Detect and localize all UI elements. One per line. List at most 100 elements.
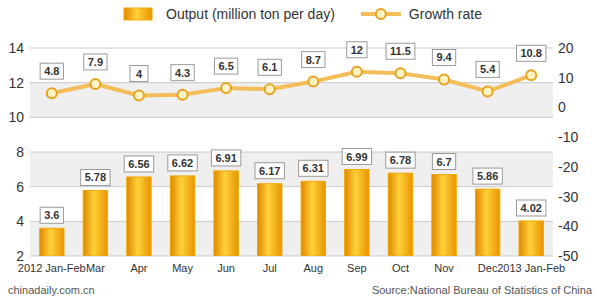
bar	[388, 173, 412, 256]
grid	[30, 48, 553, 256]
x-tick-label: Jun	[217, 262, 235, 274]
data-label-box	[386, 152, 415, 168]
line-marker	[47, 88, 57, 98]
bar	[170, 176, 194, 256]
data-label-text: 7.9	[88, 56, 103, 68]
line-marker	[265, 84, 275, 94]
data-label: 12	[347, 42, 367, 58]
data-label-text: 5.4	[480, 63, 496, 75]
data-label: 6.56	[124, 156, 153, 172]
data-label: 6.62	[168, 155, 197, 171]
data-label: 8.7	[302, 52, 325, 68]
data-label-text: 6.99	[346, 151, 367, 163]
data-label: 4.02	[516, 200, 545, 216]
grid-line	[30, 221, 553, 222]
data-label-box	[432, 49, 455, 65]
y2-tick-label: -20	[558, 159, 578, 175]
line-marker	[178, 90, 188, 100]
x-tick-label: 2013 Jan-Feb	[497, 262, 565, 274]
chart-container: 2468101214-50-40-30-20-10010202012 Jan-F…	[0, 0, 600, 300]
data-label: 5.86	[473, 168, 502, 184]
data-label: 11.5	[386, 43, 415, 59]
data-label-text: 5.86	[477, 170, 498, 182]
data-label-text: 3.6	[44, 209, 59, 221]
legend-symbol	[124, 8, 152, 20]
data-label-box	[211, 150, 240, 166]
line-marker	[526, 70, 536, 80]
legend-item: Growth rate	[361, 6, 482, 22]
data-label-box	[84, 54, 107, 70]
data-label: 6.1	[258, 59, 281, 75]
data-label: 4.3	[171, 65, 194, 81]
data-label-box	[302, 52, 325, 68]
y2-tick-label: -10	[558, 129, 578, 145]
chart: 2468101214-50-40-30-20-10010202012 Jan-F…	[0, 0, 600, 300]
line-marker	[395, 68, 405, 78]
data-label: 9.4	[432, 49, 455, 65]
line-marker	[439, 74, 449, 84]
data-label-box	[81, 169, 110, 185]
data-label: 7.9	[84, 54, 107, 70]
data-label-box	[432, 154, 455, 170]
line-marker	[352, 67, 362, 77]
grid-band	[30, 152, 553, 187]
y2-tick-label: -30	[558, 189, 578, 205]
grid-line	[30, 82, 553, 83]
data-label: 5.4	[476, 61, 499, 77]
data-label-box	[473, 168, 502, 184]
x-tick-label: May	[172, 262, 193, 274]
data-label-box	[299, 160, 328, 176]
bar	[519, 221, 543, 256]
data-label-box	[124, 156, 153, 172]
data-label-text: 11.5	[390, 45, 411, 57]
data-label-text: 6.91	[215, 152, 236, 164]
y2-tick-label: 0	[558, 99, 566, 115]
x-tick-label: Aug	[304, 262, 324, 274]
x-tick-label: Sep	[347, 262, 367, 274]
data-label: 4	[130, 66, 148, 82]
line-marker	[483, 86, 493, 96]
bar	[475, 189, 499, 256]
y-axis: 2468101214	[8, 40, 24, 264]
x-tick-label: 2012 Jan-Feb	[18, 262, 86, 274]
bar	[345, 170, 369, 256]
y-tick-label: 6	[16, 179, 24, 195]
bar	[214, 171, 238, 256]
data-label-text: 6.1	[262, 61, 277, 73]
data-label-text: 4	[136, 68, 143, 80]
grid-line	[30, 117, 553, 118]
y2-axis: -50-40-30-20-1001020	[558, 40, 578, 264]
y-tick-label: 8	[16, 144, 24, 160]
y-tick-label: 10	[8, 109, 24, 125]
bar	[83, 190, 107, 256]
y2-tick-label: 10	[558, 70, 574, 86]
y2-tick-label: 20	[558, 40, 574, 56]
data-label-box	[347, 42, 367, 58]
grid-band	[30, 221, 553, 256]
data-label-box	[171, 65, 194, 81]
data-label-box	[386, 43, 415, 59]
legend-marker	[376, 9, 386, 19]
legend-label: Output (million ton per day)	[166, 6, 335, 22]
grid-line	[30, 256, 553, 257]
data-label-text: 6.78	[390, 154, 411, 166]
data-label-box	[214, 58, 237, 74]
data-label: 6.99	[342, 149, 371, 165]
data-label: 10.8	[516, 45, 545, 61]
data-label-text: 6.62	[172, 157, 193, 169]
x-tick-label: Dec	[478, 262, 498, 274]
data-label-text: 6.56	[128, 158, 149, 170]
data-label: 6.91	[211, 150, 240, 166]
annotation: chinadaily.com.cn	[8, 284, 95, 296]
data-label: 6.78	[386, 152, 415, 168]
data-label-box	[130, 66, 148, 82]
data-label: 6.5	[214, 58, 237, 74]
data-label-text: 6.5	[218, 60, 233, 72]
y-tick-label: 14	[8, 40, 24, 56]
data-label: 4.8	[40, 63, 63, 79]
x-tick-label: Nov	[434, 262, 454, 274]
data-label-text: 4.3	[175, 67, 190, 79]
x-axis: 2012 Jan-FebMarAprMayJunJulAugSepOctNovD…	[18, 262, 565, 274]
data-label-box	[516, 200, 545, 216]
data-label-box	[258, 59, 281, 75]
